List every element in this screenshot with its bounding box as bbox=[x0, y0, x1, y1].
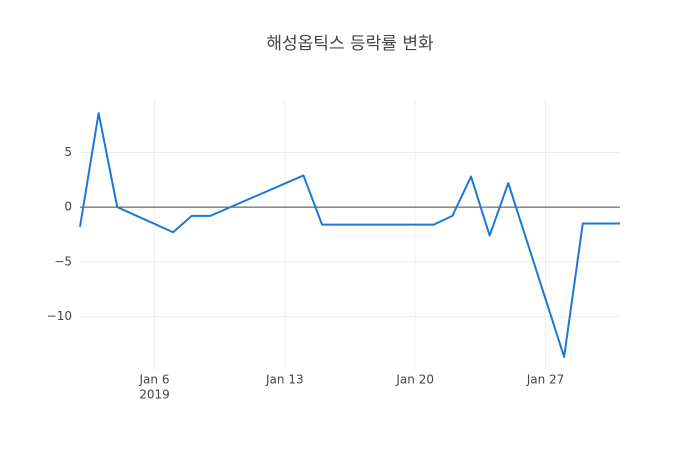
x-tick-sublabel: 2019 bbox=[139, 388, 170, 402]
y-tick-label: 5 bbox=[64, 145, 72, 159]
x-tick-label: Jan 27 bbox=[526, 373, 565, 387]
y-tick-label: 0 bbox=[64, 200, 72, 214]
y-tick-label: −10 bbox=[47, 309, 72, 323]
data-line bbox=[79, 112, 620, 358]
chart-title: 해성옵틱스 등락률 변화 bbox=[266, 34, 434, 54]
x-tick-label: Jan 6 bbox=[139, 373, 170, 387]
y-tick-label: −5 bbox=[54, 254, 72, 268]
x-tick-label: Jan 20 bbox=[395, 373, 434, 387]
x-tick-label: Jan 13 bbox=[265, 373, 304, 387]
